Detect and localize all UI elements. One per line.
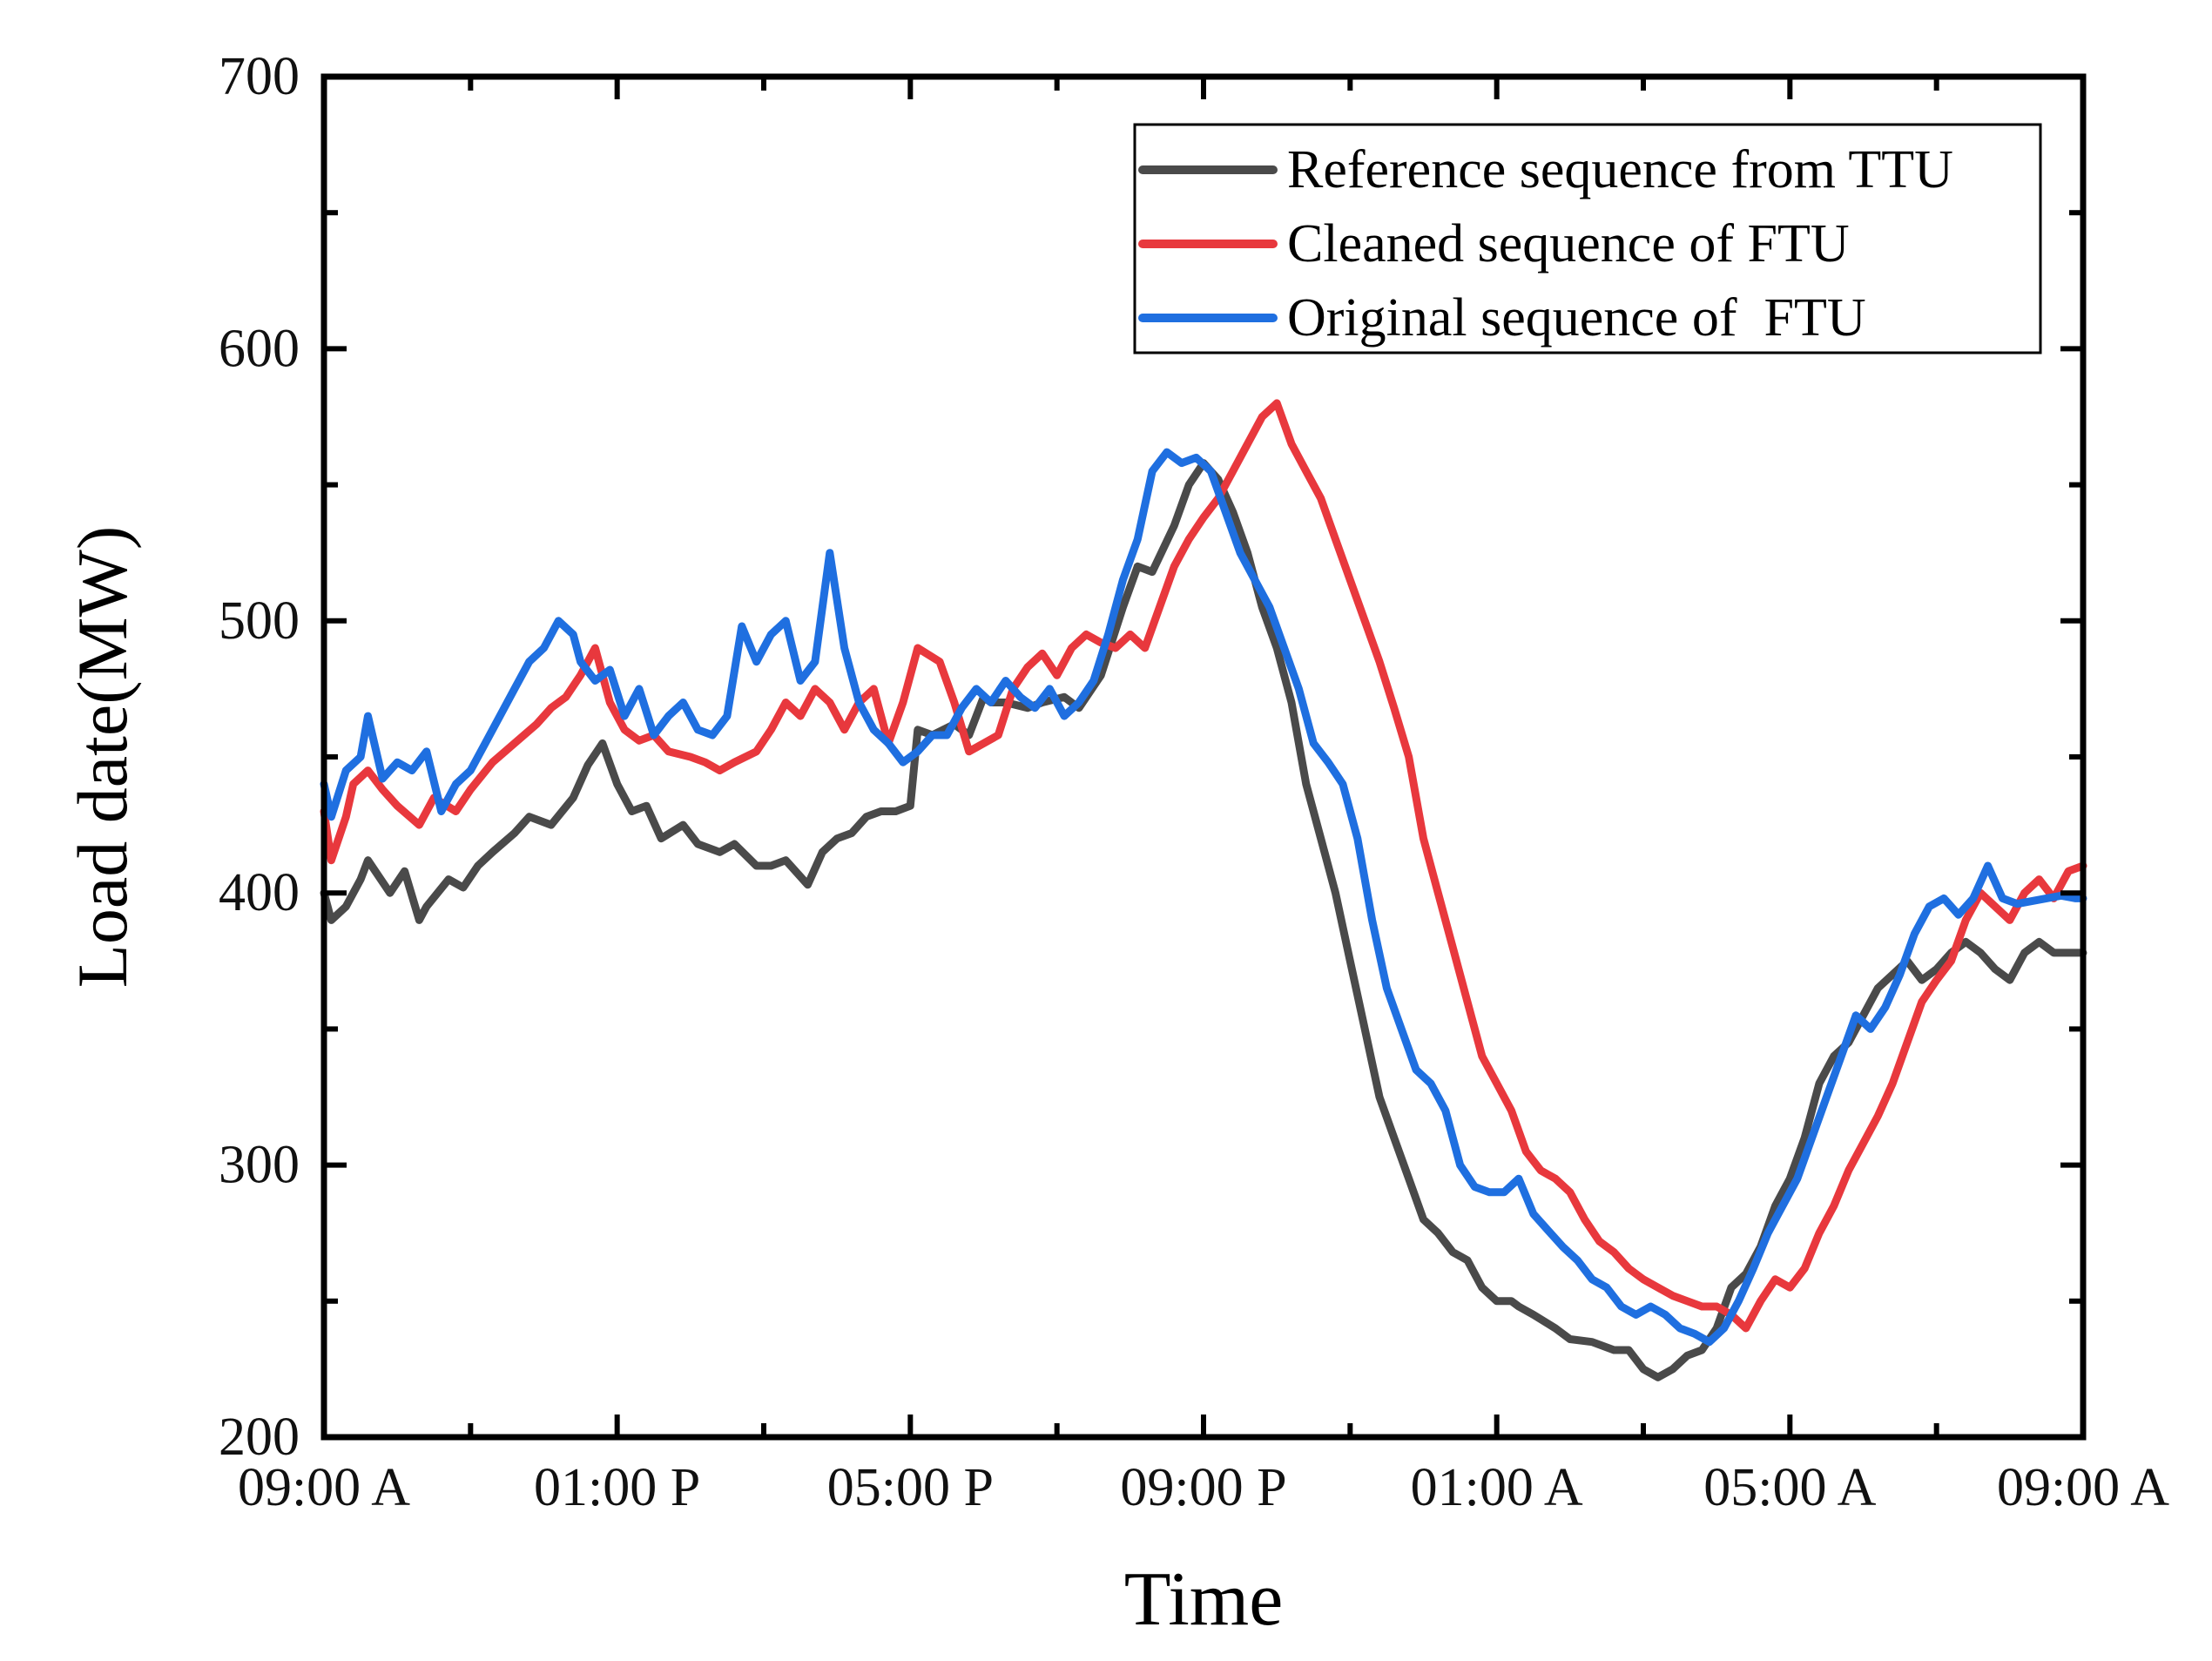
legend: Reference sequence from TTU Cleaned sequ… (1133, 123, 2042, 354)
legend-label-reference: Reference sequence from TTU (1287, 140, 1953, 199)
y-tick-label: 300 (219, 1136, 300, 1195)
y-axis-title: Load date(MW) (63, 526, 142, 988)
y-tick-label: 700 (219, 47, 300, 106)
x-tick-label: 01:00 A (1411, 1458, 1583, 1517)
y-tick-labels: 200 300 400 500 600 700 (219, 47, 300, 1467)
legend-label-cleaned: Cleaned sequence of FTU (1287, 214, 1850, 273)
legend-label-original: Original sequence of FTU (1287, 288, 1866, 348)
x-tick-label: 05:00 A (1703, 1458, 1876, 1517)
y-tick-label: 400 (219, 863, 300, 922)
series-lines (320, 399, 2087, 1381)
series-line-2 (320, 448, 2087, 1347)
series-line-1 (320, 399, 2087, 1333)
x-tick-label: 09:00 A (1997, 1458, 2169, 1517)
x-tick-label: 09:00 P (1120, 1458, 1286, 1517)
x-tick-labels: 09:00 A 01:00 P 05:00 P 09:00 P 01:00 A 05:00… (238, 1458, 2169, 1517)
axis-ticks (321, 74, 2086, 1440)
y-tick-label: 600 (219, 319, 300, 378)
y-tick-label: 200 (219, 1408, 300, 1467)
x-tick-label: 09:00 A (238, 1458, 410, 1517)
legend-box (1133, 123, 2042, 354)
y-tick-label: 500 (219, 591, 300, 651)
x-tick-label: 01:00 P (534, 1458, 700, 1517)
series-line-0 (320, 459, 2087, 1381)
x-tick-label: 05:00 P (827, 1458, 994, 1517)
x-axis-title: Time (1124, 1557, 1284, 1642)
